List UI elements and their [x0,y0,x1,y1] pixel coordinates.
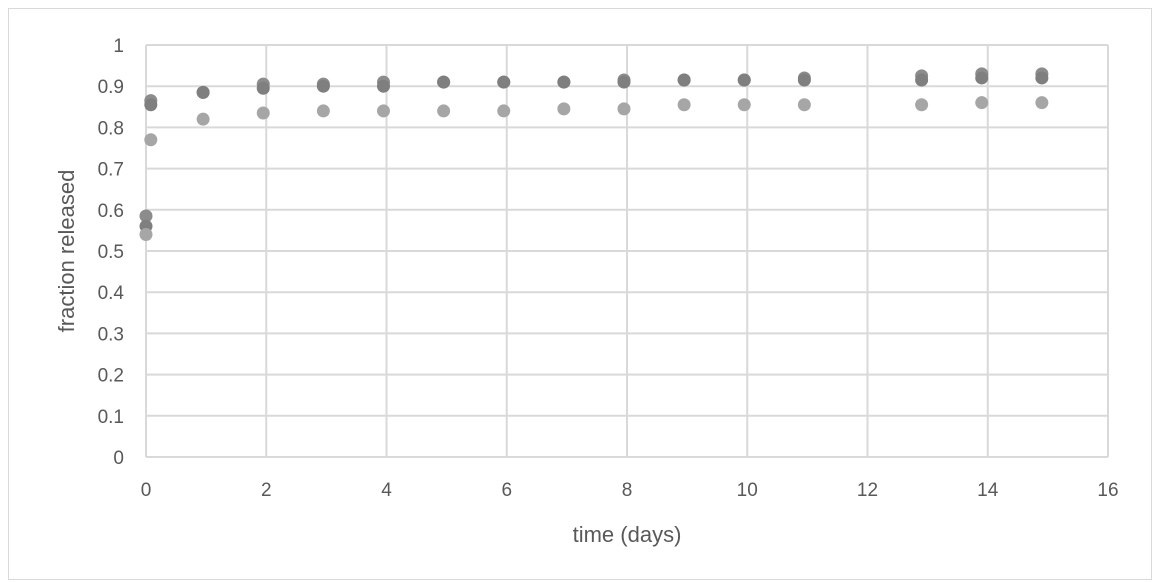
data-point [797,98,811,112]
x-tick-label: 8 [622,480,633,501]
y-tick-label: 0.9 [98,77,124,98]
x-tick-label: 10 [737,480,758,501]
data-point [975,96,989,110]
x-tick-label: 4 [381,480,392,501]
data-point [737,73,751,87]
data-point [144,133,158,147]
data-point [256,81,270,95]
data-point [1035,71,1049,85]
data-point [144,98,158,112]
y-tick-label: 0.2 [98,366,124,387]
x-tick-label: 6 [501,480,512,501]
x-tick-label: 2 [261,480,272,501]
series-1 [139,67,1049,223]
y-tick-label: 0 [113,448,124,469]
y-tick-label: 0.3 [98,324,124,345]
data-point [617,102,631,116]
data-point [497,104,511,118]
data-point [139,228,153,242]
x-axis-title: time (days) [573,522,682,547]
y-axis-title: fraction released [54,170,79,333]
data-point [557,75,571,89]
data-point [196,112,210,126]
y-tick-label: 0.4 [98,283,125,304]
data-point [1035,96,1049,110]
data-point [376,104,390,118]
data-point [139,209,153,223]
data-point [557,102,571,116]
y-tick-label: 0.5 [98,242,124,263]
x-tick-label: 0 [141,480,152,501]
data-points [139,67,1049,242]
y-tick-label: 1 [113,36,124,57]
data-point [316,79,330,93]
data-point [975,71,989,85]
data-point [316,104,330,118]
y-tick-label: 0.8 [98,118,124,139]
y-tick-label: 0.7 [98,160,124,181]
y-tick-label: 0.6 [98,201,124,222]
data-point [437,104,451,118]
data-point [915,73,929,87]
tick-labels: 00.10.20.30.40.50.60.70.80.910 2 4 6 8 10 12 14… [98,36,1119,501]
data-point [256,106,270,120]
series-3 [139,96,1049,242]
series-2 [139,71,1049,233]
data-point [797,73,811,87]
x-tick-label: 12 [857,480,878,501]
data-point [677,98,691,112]
chart-frame [8,8,1152,580]
x-tick-label: 14 [977,480,999,501]
data-point [617,75,631,89]
data-point [437,75,451,89]
data-point [376,79,390,93]
x-tick-label: 16 [1097,480,1118,501]
data-point [737,98,751,112]
data-point [196,85,210,99]
data-point [677,73,691,87]
data-point [497,75,511,89]
y-tick-label: 0.1 [98,407,124,428]
data-point [915,98,929,112]
